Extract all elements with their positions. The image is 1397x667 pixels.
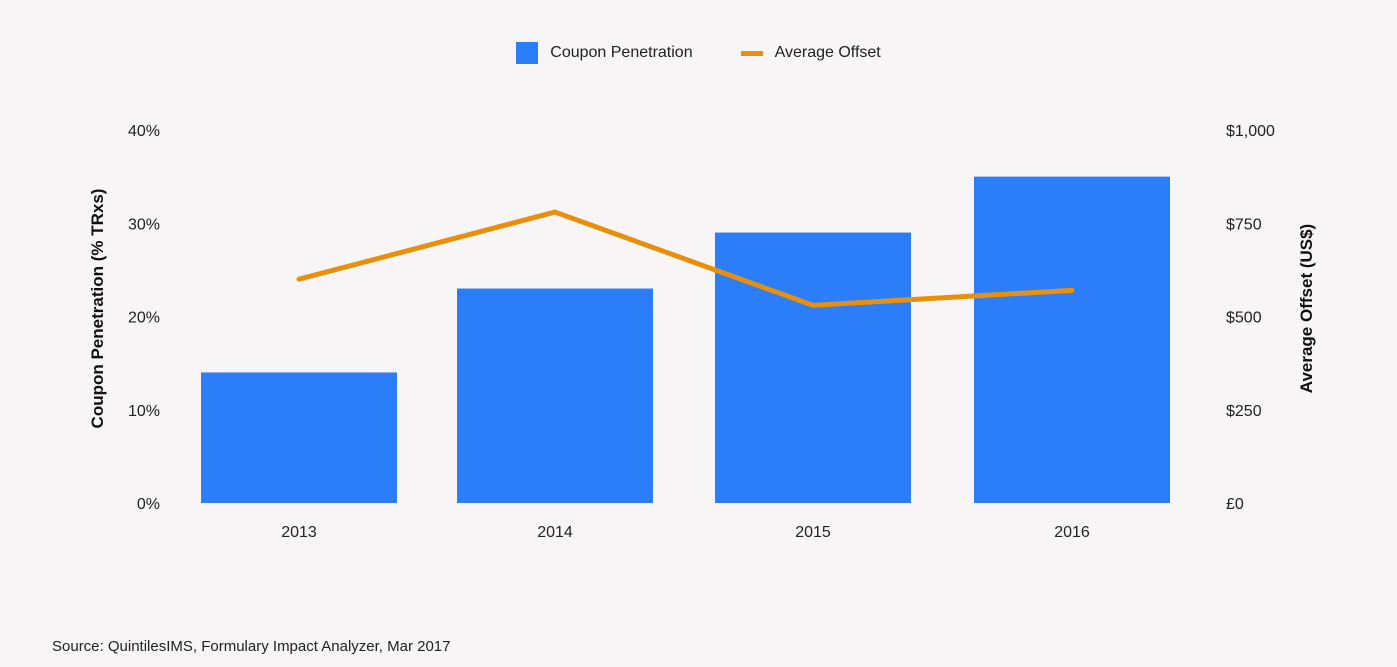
bar-2013 xyxy=(201,372,397,503)
y-tick-label-right: $750 xyxy=(1226,216,1262,233)
legend-swatch-bar xyxy=(516,42,539,64)
y-tick-label-left: 40% xyxy=(128,123,160,140)
bar-2014 xyxy=(457,288,653,503)
y-tick-label-left: 0% xyxy=(137,496,160,513)
x-tick-label: 2013 xyxy=(281,524,317,541)
y-tick-label-left: 30% xyxy=(128,216,160,233)
y-tick-label-left: 10% xyxy=(128,403,160,420)
x-tick-label: 2014 xyxy=(537,524,573,541)
y-axis-title-left: Coupon Penetration (% TRxs) xyxy=(88,189,107,429)
legend-item-average-offset: Average Offset xyxy=(740,44,881,62)
y-axis-title-right: Average Offset (US$) xyxy=(1297,224,1316,393)
source-note: Source: QuintilesIMS, Formulary Impact A… xyxy=(52,638,451,655)
y-tick-label-left: 20% xyxy=(128,310,160,327)
line-average-offset xyxy=(296,209,1075,308)
x-tick-label: 2015 xyxy=(795,524,831,541)
legend-label-coupon-penetration: Coupon Penetration xyxy=(550,44,693,61)
y-tick-label-right: £0 xyxy=(1226,496,1244,513)
y-tick-label-right: $250 xyxy=(1226,403,1262,420)
y-tick-label-right: $500 xyxy=(1226,310,1262,327)
legend-item-coupon-penetration: Coupon Penetration xyxy=(516,42,693,64)
bar-2015 xyxy=(715,232,911,503)
x-tick-label: 2016 xyxy=(1054,524,1090,541)
legend: Coupon Penetration Average Offset xyxy=(0,42,1397,64)
legend-label-average-offset: Average Offset xyxy=(774,44,881,61)
legend-swatch-line xyxy=(740,50,763,56)
bar-2016 xyxy=(974,176,1170,503)
y-tick-label-right: $1,000 xyxy=(1226,123,1275,140)
